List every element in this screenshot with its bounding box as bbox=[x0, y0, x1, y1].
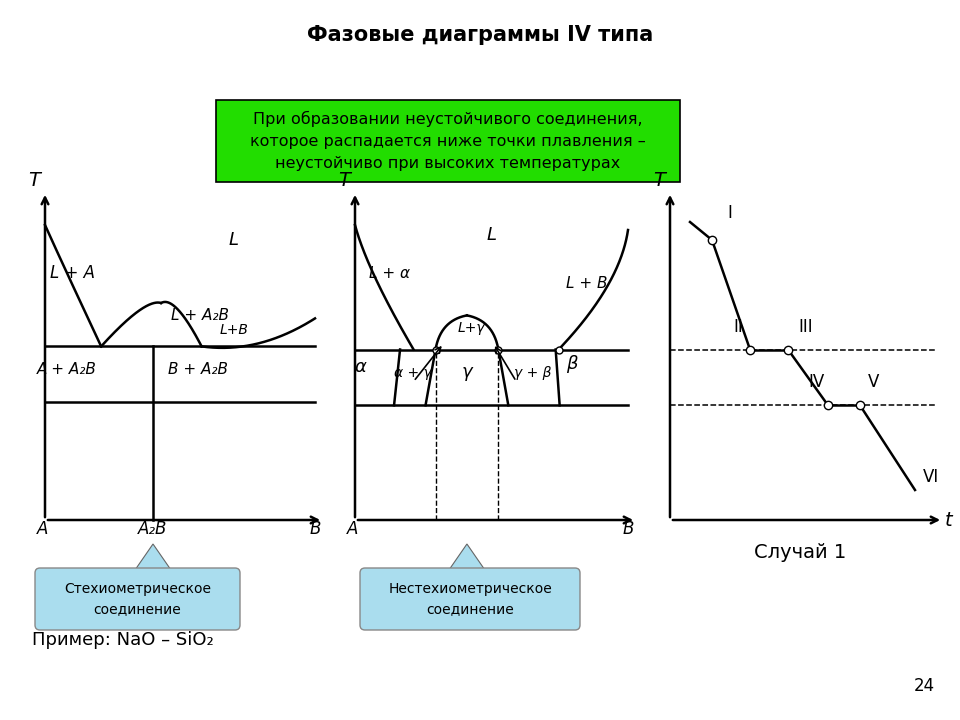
Text: Фазовые диаграммы IV типа: Фазовые диаграммы IV типа bbox=[307, 25, 653, 45]
FancyBboxPatch shape bbox=[35, 568, 240, 630]
Text: L+γ: L+γ bbox=[458, 321, 486, 336]
Text: A₂B: A₂B bbox=[138, 520, 168, 538]
Text: VI: VI bbox=[923, 468, 939, 486]
FancyBboxPatch shape bbox=[216, 100, 680, 182]
Text: A: A bbox=[37, 520, 49, 538]
Text: II: II bbox=[733, 318, 743, 336]
Polygon shape bbox=[449, 544, 485, 570]
Text: При образовании неустойчивого соединения,
которое распадается ниже точки плавлен: При образовании неустойчивого соединения… bbox=[251, 111, 646, 171]
Text: V: V bbox=[868, 373, 879, 391]
Text: L + α: L + α bbox=[369, 266, 410, 282]
Text: 24: 24 bbox=[914, 677, 935, 695]
Text: L: L bbox=[229, 231, 239, 249]
Text: Стехиометрическое
соединение: Стехиометрическое соединение bbox=[64, 582, 211, 616]
Text: γ + β: γ + β bbox=[515, 366, 552, 380]
Text: T: T bbox=[28, 171, 40, 190]
Text: T: T bbox=[338, 171, 350, 190]
FancyBboxPatch shape bbox=[360, 568, 580, 630]
Text: L + B: L + B bbox=[565, 276, 607, 290]
Text: III: III bbox=[799, 318, 813, 336]
Text: L + A: L + A bbox=[51, 264, 95, 282]
Polygon shape bbox=[135, 544, 171, 570]
Text: IV: IV bbox=[808, 373, 824, 391]
Text: Случай 1: Случай 1 bbox=[754, 542, 846, 562]
Text: T: T bbox=[653, 171, 665, 190]
Text: A: A bbox=[348, 520, 359, 538]
Text: L + A₂B: L + A₂B bbox=[171, 307, 229, 323]
Text: I: I bbox=[728, 204, 732, 222]
Text: B: B bbox=[309, 520, 321, 538]
Text: γ: γ bbox=[462, 364, 472, 382]
Text: α: α bbox=[354, 359, 366, 377]
Text: β: β bbox=[565, 356, 577, 374]
Text: Пример: NaO – SiO₂: Пример: NaO – SiO₂ bbox=[32, 631, 214, 649]
Text: A + A₂B: A + A₂B bbox=[37, 362, 97, 377]
Text: L+B: L+B bbox=[220, 323, 249, 338]
Text: t: t bbox=[945, 510, 952, 529]
Text: B + A₂B: B + A₂B bbox=[168, 362, 228, 377]
Text: Нестехиометрическое
соединение: Нестехиометрическое соединение bbox=[388, 582, 552, 616]
Text: B: B bbox=[622, 520, 634, 538]
Text: α + γ: α + γ bbox=[394, 366, 432, 380]
Text: L: L bbox=[487, 226, 496, 244]
